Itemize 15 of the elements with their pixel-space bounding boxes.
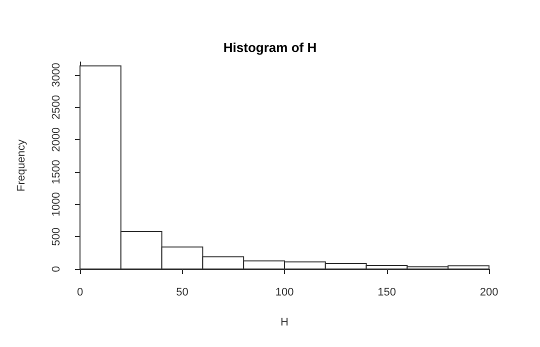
x-axis-title: H — [280, 316, 289, 328]
x-tick-label: 150 — [378, 286, 396, 298]
x-tick-label: 50 — [176, 286, 188, 298]
y-tick-label: 500 — [50, 227, 62, 246]
y-axis-title: Frequency — [16, 139, 28, 192]
y-tick-label: 1500 — [50, 160, 62, 184]
x-tick-label: 100 — [275, 286, 294, 298]
y-tick-label: 0 — [50, 266, 62, 272]
chart-title: Histogram of H — [223, 40, 317, 55]
y-tick-label: 3000 — [50, 62, 62, 88]
y-tick-label: 1000 — [50, 192, 62, 217]
y-tick-label: 2000 — [50, 127, 62, 152]
y-tick-label: 2500 — [50, 95, 62, 120]
x-tick-label: 200 — [480, 286, 498, 298]
x-tick-label: 0 — [76, 286, 84, 298]
